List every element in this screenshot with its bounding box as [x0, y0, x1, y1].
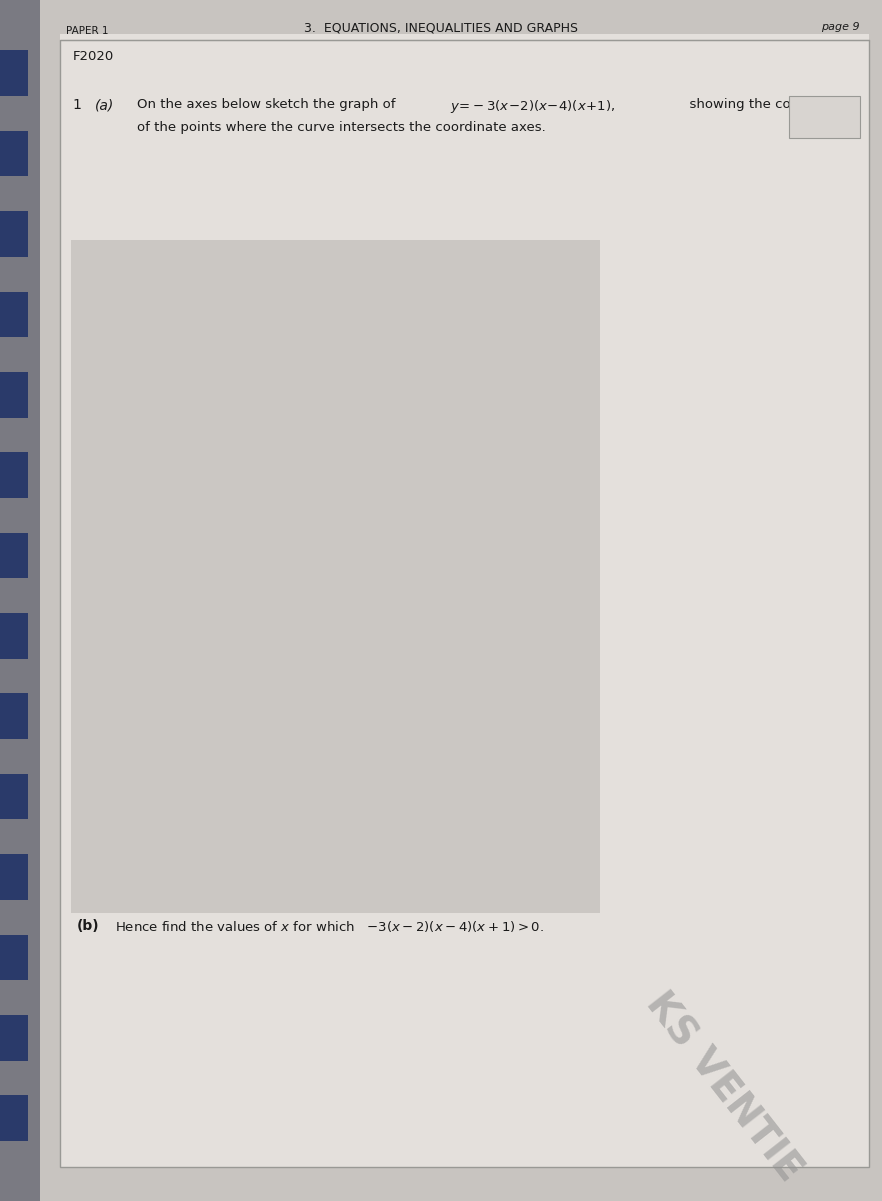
Text: showing the coordinates: showing the coordinates	[681, 98, 853, 112]
Text: On the axes below sketch the graph of: On the axes below sketch the graph of	[137, 98, 404, 112]
Text: (b): (b)	[77, 919, 100, 933]
Text: x: x	[778, 490, 786, 503]
Text: KS VENTIE: KS VENTIE	[638, 985, 809, 1189]
Text: page 9: page 9	[821, 22, 860, 31]
Text: F2020: F2020	[72, 50, 114, 64]
Text: $y\!=\!-3(x\!-\!2)(x\!-\!4)(x\!+\!1),$: $y\!=\!-3(x\!-\!2)(x\!-\!4)(x\!+\!1),$	[450, 98, 616, 115]
Text: 3.  EQUATIONS, INEQUALITIES AND GRAPHS: 3. EQUATIONS, INEQUALITIES AND GRAPHS	[304, 22, 578, 35]
Text: of the points where the curve intersects the coordinate axes.: of the points where the curve intersects…	[137, 121, 545, 135]
Text: Hence find the values of $x$ for which   $-3(x-2)(x-4)(x+1) > 0$.: Hence find the values of $x$ for which $…	[115, 919, 543, 933]
Text: PAPER 1: PAPER 1	[66, 26, 108, 36]
Text: O: O	[364, 509, 376, 524]
Text: (a): (a)	[95, 98, 115, 113]
Text: y: y	[384, 166, 392, 180]
Text: 1: 1	[72, 98, 81, 113]
